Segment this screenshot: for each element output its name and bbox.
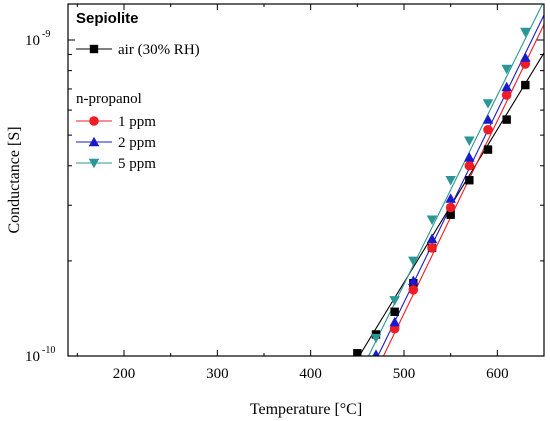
series-1-point: [427, 242, 437, 253]
series-0-point: [446, 210, 455, 219]
data-markers: [353, 27, 531, 356]
series-1-point: [445, 202, 456, 213]
legend-label-1: 1 ppm: [118, 114, 156, 130]
series-2-fit-line: [377, 14, 544, 356]
series-3-point: [520, 27, 531, 38]
series-3-point: [408, 256, 419, 267]
series-0-point: [390, 307, 399, 316]
legend-label-2: 2 ppm: [118, 135, 156, 151]
x-tick-label-500: 500: [393, 366, 416, 382]
series-1-point: [501, 90, 512, 100]
series-2-point: [426, 233, 438, 243]
x-tick-label-400: 400: [299, 366, 322, 382]
y-tick-label-0: 10: [25, 349, 40, 365]
series-2-point: [445, 193, 456, 203]
series-2-point: [372, 349, 380, 356]
y-tick-label-exp-0: -10: [42, 345, 55, 356]
series-1-point: [483, 124, 493, 135]
x-tick-label-200: 200: [113, 366, 136, 382]
series-2-point: [464, 152, 475, 162]
series-0-point: [353, 349, 362, 356]
series-2-point: [408, 275, 419, 285]
legend-marker-3: [88, 158, 100, 169]
y-tick-label-exp-1: -9: [42, 29, 50, 40]
y-tick-label-1: 10: [25, 33, 40, 49]
series-3-point: [389, 296, 400, 306]
series-2-point: [482, 114, 494, 124]
series-0-point: [521, 80, 530, 90]
legend: Sepiolite air (30% RH) n-propanol 1 ppm 2 pp…: [76, 10, 200, 172]
series-0-point: [465, 176, 474, 185]
legend-heading: Sepiolite: [76, 10, 139, 27]
series-1-point: [464, 160, 475, 171]
series-3-point: [482, 99, 494, 109]
y-axis-label: Conductance [S]: [6, 126, 23, 233]
series-3-point: [445, 176, 456, 186]
legend-marker-2: [88, 136, 100, 147]
plot-frame: [67, 3, 545, 357]
series-2-point: [501, 81, 512, 92]
x-axis-ticks: 200 300 400 500 600: [76, 4, 545, 382]
series-3-point: [426, 215, 438, 225]
legend-label-3: 5 ppm: [118, 156, 156, 172]
legend-marker-0: [89, 44, 99, 54]
series-0-point: [483, 145, 493, 154]
x-tick-label-600: 600: [486, 366, 509, 382]
series-3-point: [464, 136, 475, 146]
series-0-point: [502, 115, 511, 124]
x-tick-label-300: 300: [206, 366, 229, 382]
series-3-point: [370, 333, 382, 344]
legend-group-label: n-propanol: [76, 91, 142, 107]
x-axis-label: Temperature [°C]: [250, 401, 362, 418]
legend-marker-1: [89, 116, 99, 126]
series-2-point: [520, 52, 531, 62]
series-1-fit-line: [382, 24, 544, 356]
series-1-point: [408, 284, 419, 295]
series-3-point: [501, 64, 512, 75]
series-2-point: [389, 316, 400, 327]
legend-label-0: air (30% RH): [118, 42, 200, 58]
